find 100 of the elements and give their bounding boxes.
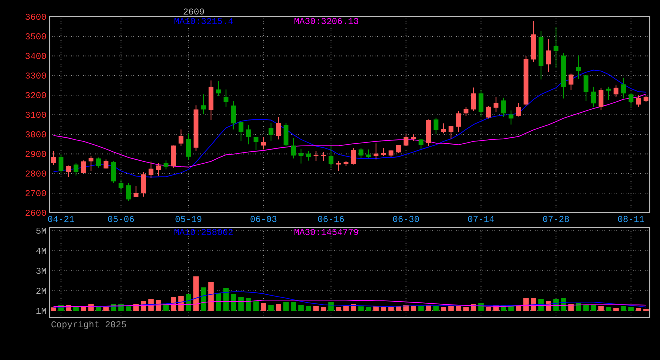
candlestick (516, 102, 522, 118)
bar (208, 282, 214, 311)
candlestick (246, 124, 252, 145)
candlestick (134, 186, 139, 198)
y-tick-label: 3300 (26, 72, 46, 79)
candlestick (298, 148, 304, 164)
bar (524, 298, 529, 311)
candlestick (126, 182, 132, 202)
candlestick (74, 162, 79, 176)
bar (224, 288, 229, 311)
bar (126, 306, 132, 311)
candlestick (186, 133, 192, 161)
candlestick (216, 80, 222, 97)
candlestick (426, 119, 432, 147)
chart-title: 2609 (184, 8, 204, 15)
y-tick-label: 3100 (26, 112, 46, 118)
candlestick (351, 148, 356, 166)
candlestick (156, 162, 162, 176)
text: Copyright 2025 (52, 321, 126, 330)
candlestick (486, 106, 492, 120)
candlestick (358, 148, 364, 159)
bar (321, 307, 326, 311)
bar (246, 298, 252, 311)
candlestick (404, 134, 409, 147)
candlestick (434, 118, 439, 135)
y-tick-label: 4M (36, 248, 46, 254)
bar (366, 307, 372, 311)
candlestick (418, 138, 424, 150)
bar (614, 308, 619, 311)
candlestick (224, 89, 229, 108)
bar (591, 305, 596, 311)
y-tick-label: 3M (36, 268, 46, 274)
bar (291, 302, 296, 311)
x-tick-label: 06-03 (250, 216, 277, 222)
candlestick (606, 86, 612, 101)
bar (344, 306, 349, 311)
x-tick-label: 07-28 (543, 216, 570, 222)
bar (636, 308, 642, 311)
candlestick (111, 160, 116, 184)
y-tick-label: 2900 (26, 151, 46, 158)
bar (584, 305, 589, 311)
candlestick (328, 145, 334, 168)
bar (254, 302, 259, 311)
x-tick-label: 06-30 (393, 216, 420, 222)
candlestick (508, 110, 514, 126)
bar (261, 303, 266, 311)
y-tick-label: 3200 (26, 92, 46, 98)
candlestick (96, 157, 102, 168)
candlestick (66, 165, 72, 178)
text: MA10:3215.4 (174, 18, 234, 24)
candlestick (576, 55, 582, 80)
x-tick-label: 05-06 (108, 216, 134, 222)
bar (448, 306, 454, 311)
candlestick (546, 38, 552, 73)
x-tick-label: 06-16 (318, 216, 344, 222)
y-tick-label: 2M (36, 288, 46, 294)
x-tick-label: 07-14 (468, 216, 494, 222)
text: MA10:258002 (174, 229, 233, 236)
candlestick (284, 122, 289, 148)
bar (118, 304, 124, 311)
candlestick (598, 88, 604, 111)
bar (486, 307, 492, 311)
candlestick (58, 154, 64, 174)
bar (456, 306, 462, 311)
bar (441, 307, 446, 311)
y-tick-label: 5M (36, 228, 46, 234)
candlestick (276, 116, 282, 140)
candlestick (201, 94, 206, 116)
bar (606, 307, 612, 311)
candlestick (478, 90, 484, 118)
candlestick (554, 26, 559, 68)
candlestick (621, 78, 626, 100)
candlestick (448, 126, 454, 140)
candlestick (464, 106, 469, 117)
bar (51, 308, 56, 311)
bar (201, 288, 206, 311)
x-tick-label: 05-19 (176, 216, 202, 222)
y-tick-label: 2800 (26, 170, 46, 177)
bar (328, 302, 334, 311)
bar (306, 306, 312, 311)
candlestick (494, 96, 499, 113)
candlestick (164, 160, 169, 170)
bar (284, 302, 289, 311)
candlestick (591, 86, 596, 108)
text: MA30:3206.13 (294, 18, 358, 24)
bar (268, 305, 274, 311)
bar (276, 304, 282, 311)
y-tick-label: 3500 (26, 34, 46, 40)
candlestick (291, 138, 296, 160)
y-tick-label: 1M (36, 308, 46, 314)
candlestick (231, 100, 236, 130)
bar (351, 304, 356, 311)
bar (216, 293, 222, 311)
bar (598, 306, 604, 311)
bar (298, 305, 304, 311)
y-tick-label: 3400 (26, 53, 46, 60)
candlestick (336, 160, 342, 172)
bar (516, 306, 522, 311)
candlestick (584, 75, 589, 102)
candlestick (314, 150, 319, 162)
